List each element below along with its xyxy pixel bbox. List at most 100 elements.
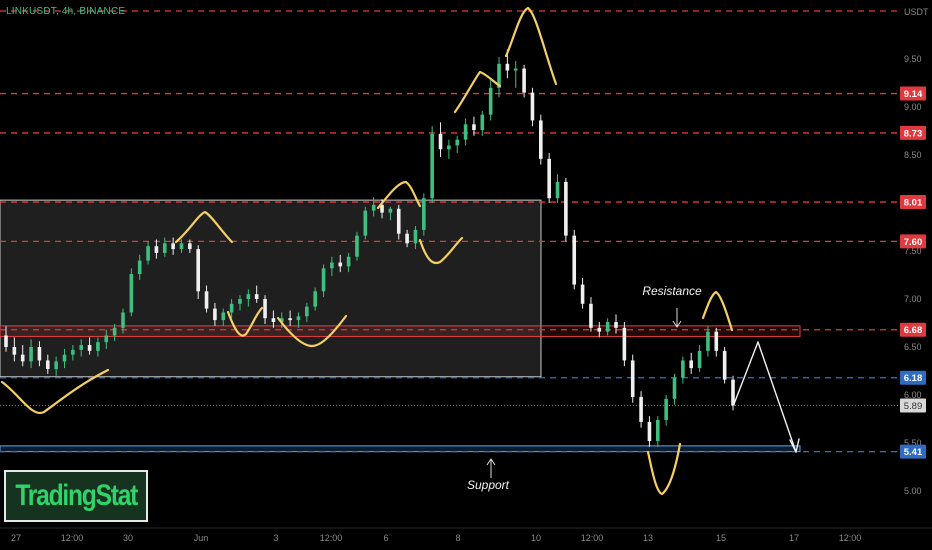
- candle: [555, 174, 560, 203]
- candle-body: [413, 229, 418, 244]
- x-tick-label: 10: [531, 533, 541, 543]
- price-tag-label: 6.18: [904, 373, 923, 384]
- candle: [655, 416, 660, 447]
- y-tick-label: 9.00: [904, 102, 922, 112]
- candle: [672, 373, 677, 405]
- candle: [254, 285, 259, 303]
- candle: [580, 277, 585, 309]
- candle: [121, 308, 125, 334]
- x-tick-label: 17: [789, 533, 799, 543]
- y-tick-label: 7.50: [904, 246, 922, 256]
- candle: [630, 354, 635, 403]
- price-tag-label: 6.68: [904, 325, 923, 336]
- candle: [622, 322, 627, 367]
- candle: [12, 337, 17, 362]
- y-tick-label: 6.00: [904, 390, 922, 400]
- candle: [279, 312, 284, 328]
- candle: [722, 347, 727, 384]
- candle: [29, 339, 33, 369]
- annotation-curve: [174, 210, 234, 244]
- candle-body: [288, 318, 292, 321]
- annotation-curve: [0, 368, 110, 415]
- candle: [288, 310, 292, 326]
- candle-body: [564, 181, 568, 236]
- candle: [162, 237, 167, 257]
- candle: [689, 352, 694, 374]
- candle: [589, 297, 593, 332]
- candle: [146, 241, 150, 265]
- candle-body: [221, 312, 226, 321]
- candle: [213, 302, 217, 326]
- candle: [87, 337, 92, 355]
- candle-body: [396, 208, 401, 234]
- candle: [697, 345, 702, 372]
- candle: [664, 395, 668, 426]
- candle-body: [146, 246, 150, 261]
- price-tag-5.41: [900, 444, 926, 459]
- candle-body: [697, 350, 702, 369]
- x-tick-label: 12:00: [839, 533, 862, 543]
- candle-body: [204, 291, 209, 309]
- candle-body: [171, 243, 175, 250]
- candle: [731, 375, 735, 411]
- candle: [455, 135, 460, 154]
- candle-body: [196, 249, 200, 292]
- candle-body: [71, 349, 75, 355]
- candle-body: [137, 260, 142, 275]
- resistance-zone: [0, 325, 801, 337]
- candle-body: [597, 327, 602, 332]
- x-tick-label: 12:00: [61, 533, 84, 543]
- candle-body: [338, 262, 343, 267]
- support-arrow: [486, 458, 496, 478]
- support-label: Support: [467, 478, 510, 492]
- candle-body: [505, 63, 510, 71]
- price-axis-bg: [898, 0, 932, 550]
- candle-body: [104, 335, 109, 343]
- annotation-curve: [453, 70, 502, 114]
- candle: [480, 110, 485, 136]
- candle: [355, 231, 359, 261]
- candle: [396, 204, 401, 240]
- x-tick-label: 15: [716, 533, 726, 543]
- resistance-arrow: [672, 308, 682, 328]
- candle: [463, 118, 468, 146]
- price-tag-label: 8.01: [904, 198, 923, 209]
- candle-body: [279, 318, 284, 323]
- candle: [405, 229, 409, 248]
- candle: [137, 254, 142, 280]
- y-tick-label: 5.50: [904, 438, 922, 448]
- candle-body: [572, 235, 577, 285]
- candle: [104, 329, 109, 349]
- candle: [681, 356, 685, 384]
- candle-body: [430, 133, 434, 199]
- candle-body: [547, 158, 551, 199]
- candle: [388, 206, 393, 221]
- annotation-curve: [646, 442, 682, 496]
- candle-body: [371, 204, 376, 211]
- candle-body: [672, 377, 677, 399]
- candle-body: [313, 291, 317, 307]
- annotation-curve: [226, 306, 264, 337]
- candle-body: [271, 318, 276, 323]
- symbol-label: LINKUSDT, 4h, BINANCE: [6, 6, 126, 17]
- candle-body: [555, 181, 560, 199]
- candle: [513, 60, 518, 88]
- candle-body: [154, 246, 159, 253]
- candle: [263, 295, 267, 324]
- candle-body: [463, 124, 468, 140]
- candle-body: [263, 299, 267, 319]
- axis-unit-label: USDT: [904, 7, 929, 17]
- candle-body: [229, 303, 234, 313]
- candle: [296, 312, 301, 328]
- candle-body: [447, 145, 451, 150]
- candle-body: [580, 284, 585, 304]
- candle-body: [405, 233, 409, 244]
- candle-body: [380, 204, 384, 213]
- candle-body: [681, 360, 685, 378]
- candle-body: [62, 354, 67, 362]
- candle-body: [706, 331, 710, 351]
- candle-body: [188, 243, 192, 250]
- x-tick-label: 12:00: [320, 533, 343, 543]
- candle-body: [488, 87, 493, 115]
